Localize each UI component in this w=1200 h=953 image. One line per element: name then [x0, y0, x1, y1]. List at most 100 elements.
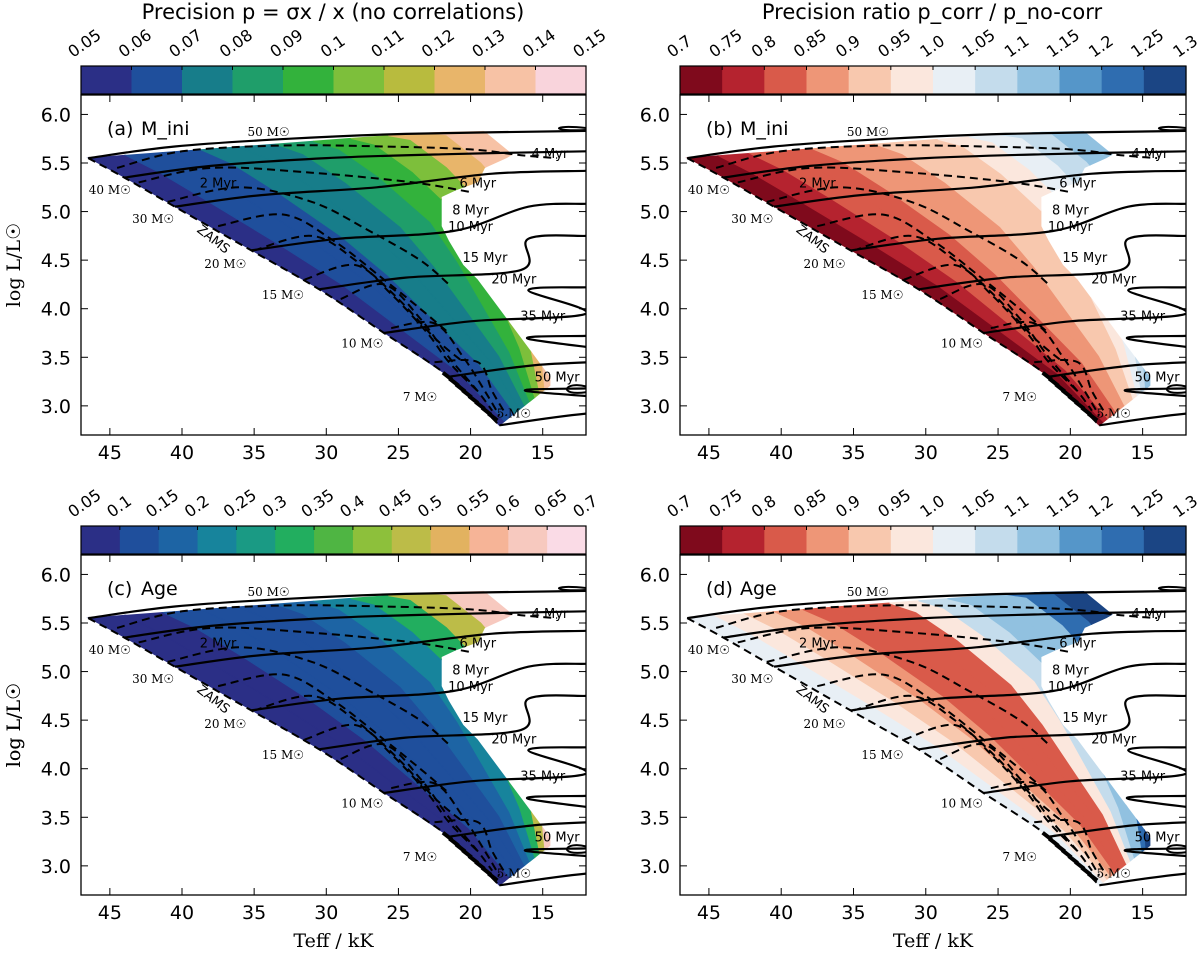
y-tick-label: 4.5	[640, 250, 670, 272]
colorbar-swatch	[1101, 66, 1145, 94]
colorbar-swatch	[158, 526, 199, 554]
colorbar-tick-label: 0.95	[874, 25, 914, 61]
isochrone-line	[434, 358, 508, 417]
y-tick-label: 3.5	[640, 347, 670, 369]
colorbar-tick-label: 0.9	[832, 31, 864, 61]
y-tick-label: 3.0	[640, 396, 670, 418]
isochrone-label: 15 Myr	[1062, 251, 1108, 266]
mass-label: 20 M☉	[804, 717, 846, 731]
colorbar-swatch	[81, 526, 121, 554]
isochrone-label: 15 Myr	[463, 711, 509, 726]
colorbar-tick-label: 0.8	[748, 491, 780, 521]
evolutionary-track	[383, 286, 586, 335]
isochrone-label: 10 Myr	[1048, 680, 1094, 695]
x-tick-label: 35	[242, 442, 266, 464]
mass-label: 50 M☉	[847, 585, 889, 599]
colorbar-tick-label: 1.15	[1043, 25, 1083, 61]
colorbar-title-a: Precision p = σx / x (no correlations)	[142, 0, 525, 24]
evolutionary-track	[124, 610, 586, 639]
isochrone-label: 8 Myr	[1052, 203, 1089, 218]
x-tick-label: 45	[98, 442, 122, 464]
evolutionary-track	[983, 286, 1186, 335]
isochrone-label: 6 Myr	[459, 176, 496, 191]
mass-label: 50 M☉	[847, 125, 889, 139]
panel-d: 2 Myr 4 Myr 6 Myr 8 Myr 10 Myr 15 Myr 20 Myr 35…	[3, 554, 1187, 952]
isochrone-line	[434, 818, 508, 877]
colorbar-tick-label: 0.15	[142, 485, 182, 521]
isochrone-line	[340, 743, 494, 872]
colorbar-tick-label: 0.25	[220, 485, 260, 521]
track-loop	[1158, 125, 1186, 132]
x-tick-label: 25	[386, 902, 410, 924]
colorbar-tick-label: 1.1	[1001, 31, 1033, 61]
x-tick-label: 25	[986, 442, 1010, 464]
track-loop	[565, 844, 586, 854]
y-tick-label: 3.5	[41, 807, 71, 829]
isochrone-line	[167, 646, 450, 746]
colorbar-swatch	[469, 526, 509, 554]
mass-label: 15 M☉	[262, 748, 304, 762]
colorbar-swatch	[806, 526, 850, 554]
evolutionary-track	[773, 629, 1186, 668]
colorbar-tick-label: 1.05	[959, 485, 999, 521]
evolutionary-track	[448, 794, 586, 838]
zams-tick	[1086, 411, 1099, 423]
x-tick-label: 45	[98, 902, 122, 924]
panel-quantity: M_ini	[141, 118, 190, 140]
colorbar-tick-label: 0.35	[297, 485, 337, 521]
mass-label: 40 M☉	[688, 643, 730, 657]
colorbar-tick-label: 0.15	[569, 25, 609, 61]
y-tick-label: 3.5	[41, 347, 71, 369]
colorbar-swatch	[182, 66, 234, 94]
evolutionary-track	[773, 169, 1186, 208]
mass-label: 5 M☉	[1096, 867, 1131, 881]
colorbar-tick-label: 1.0	[916, 491, 948, 521]
colorbar-tick-label: 0.7	[663, 31, 695, 61]
colorbar-tick-label: 0.85	[790, 485, 830, 521]
panel-quantity: Age	[141, 578, 178, 600]
evolutionary-track	[251, 202, 586, 252]
y-tick-label: 5.0	[41, 662, 71, 684]
x-tick-label: 15	[1131, 902, 1155, 924]
colorbar-swatch	[119, 526, 160, 554]
panel-label: (c)	[107, 578, 132, 600]
isochrone-label: 2 Myr	[200, 636, 237, 651]
isochrone-label: 20 Myr	[1091, 732, 1137, 747]
isochrone-label: 4 Myr	[532, 607, 569, 622]
isochrone-label: 35 Myr	[520, 769, 566, 784]
colorbar-tick-label: 0.65	[531, 485, 571, 521]
colorbar-tick-label: 0.7	[663, 491, 695, 521]
x-tick-label: 15	[531, 902, 555, 924]
isochrone-label: 4 Myr	[1132, 607, 1169, 622]
isochrone-label: 15 Myr	[463, 251, 509, 266]
mass-label: 10 M☉	[341, 797, 383, 811]
colorbar-swatch	[508, 526, 548, 554]
colorbar-b: 0.7 0.75 0.8 0.85 0.9 0.95 1.0 1.05 1.1 1.15 1.2 1.…	[663, 25, 1200, 95]
x-tick-label: 40	[170, 442, 194, 464]
evolutionary-track	[499, 387, 586, 427]
zams-tick	[1086, 871, 1099, 883]
isochrone-label: 8 Myr	[452, 203, 489, 218]
colorbar-tick-label: 0.06	[115, 25, 155, 61]
isochrone-label: 4 Myr	[532, 147, 569, 162]
colorbar-swatch	[197, 526, 237, 554]
evolutionary-track	[88, 589, 586, 620]
panel-label: (d)	[706, 578, 733, 600]
isochrone-line	[167, 186, 450, 286]
y-axis-label: log L/L☉	[3, 223, 25, 307]
evolutionary-track	[850, 662, 1186, 712]
colorbar-swatch	[1059, 526, 1103, 554]
evolutionary-track	[1048, 334, 1186, 378]
colorbar-swatch	[722, 66, 765, 94]
isochrone-label: 50 Myr	[535, 371, 581, 386]
mass-label: 10 M☉	[941, 337, 983, 351]
colorbar-swatch	[333, 66, 385, 94]
colorbar-swatch	[806, 66, 850, 94]
track-loop	[1165, 384, 1186, 394]
evolutionary-track	[174, 169, 586, 208]
isochrone-label: 15 Myr	[1062, 711, 1108, 726]
mass-label: 10 M☉	[941, 797, 983, 811]
colorbar-swatch	[1059, 66, 1103, 94]
isochrone-line	[737, 626, 1071, 654]
mass-label: 20 M☉	[204, 257, 246, 271]
